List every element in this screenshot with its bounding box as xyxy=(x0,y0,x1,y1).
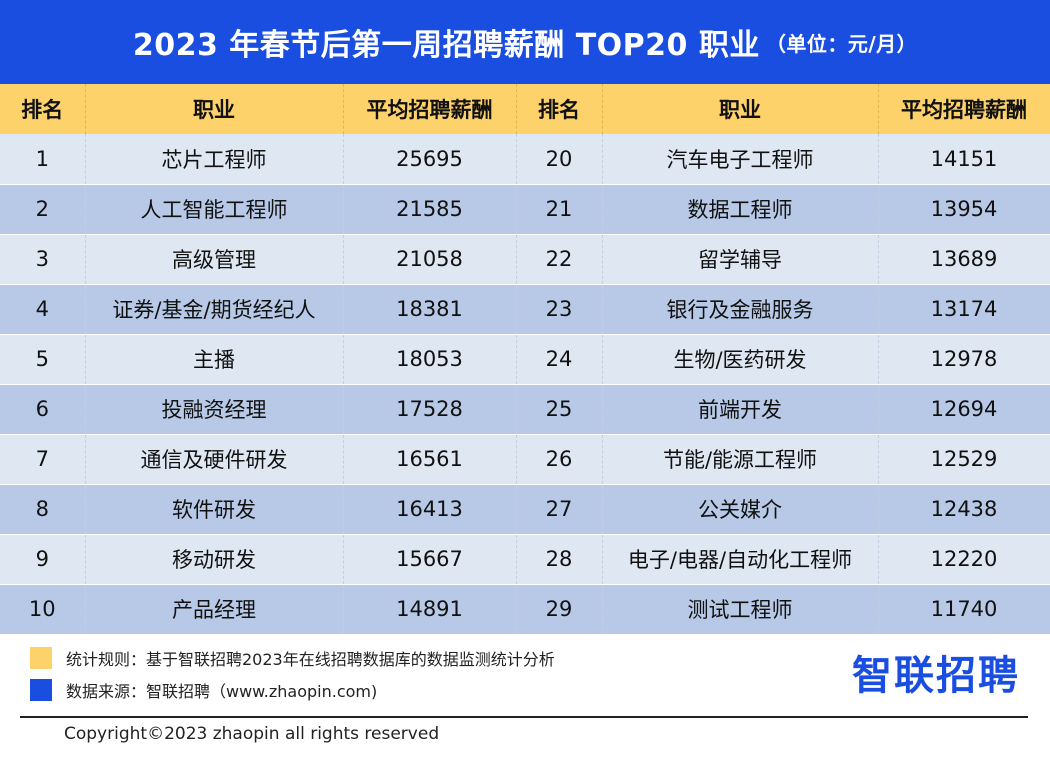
rank-cell: 4 xyxy=(0,284,86,335)
job-cell: 留学辅导 xyxy=(602,234,879,285)
salary-cell: 12694 xyxy=(878,384,1050,435)
salary-cell: 21058 xyxy=(343,234,517,285)
job-cell: 汽车电子工程师 xyxy=(602,134,879,185)
salary-cell: 16561 xyxy=(343,434,517,485)
salary-cell: 11740 xyxy=(878,584,1050,635)
rank-cell: 8 xyxy=(0,484,86,535)
footer-divider xyxy=(20,716,1028,718)
salary-cell: 25695 xyxy=(343,134,517,185)
rank-cell: 26 xyxy=(516,434,603,485)
job-cell: 银行及金融服务 xyxy=(602,284,879,335)
job-cell: 证券/基金/期货经纪人 xyxy=(85,284,344,335)
table-row: 5 主播 18053 24 生物/医药研发 12978 xyxy=(0,334,1050,385)
table-row: 4 证券/基金/期货经纪人 18381 23 银行及金融服务 13174 xyxy=(0,284,1050,335)
salary-cell: 18053 xyxy=(343,334,517,385)
rank-cell: 1 xyxy=(0,134,86,185)
rank-cell: 29 xyxy=(516,584,603,635)
rank-cell: 25 xyxy=(516,384,603,435)
legend-rule-text: 统计规则：基于智联招聘2023年在线招聘数据库的数据监测统计分析 xyxy=(66,650,555,669)
header-salary-left: 平均招聘薪酬 xyxy=(343,84,517,134)
job-cell: 测试工程师 xyxy=(602,584,879,635)
job-cell: 电子/电器/自动化工程师 xyxy=(602,534,879,585)
rank-cell: 10 xyxy=(0,584,86,635)
job-cell: 软件研发 xyxy=(85,484,344,535)
rank-cell: 23 xyxy=(516,284,603,335)
job-cell: 通信及硬件研发 xyxy=(85,434,344,485)
job-cell: 高级管理 xyxy=(85,234,344,285)
table-row: 9 移动研发 15667 28 电子/电器/自动化工程师 12220 xyxy=(0,534,1050,585)
blue-swatch-icon xyxy=(30,679,52,701)
salary-cell: 12529 xyxy=(878,434,1050,485)
job-cell: 人工智能工程师 xyxy=(85,184,344,235)
job-cell: 公关媒介 xyxy=(602,484,879,535)
salary-cell: 17528 xyxy=(343,384,517,435)
header-job-right: 职业 xyxy=(602,84,879,134)
salary-cell: 13689 xyxy=(878,234,1050,285)
job-cell: 产品经理 xyxy=(85,584,344,635)
job-cell: 移动研发 xyxy=(85,534,344,585)
salary-cell: 13954 xyxy=(878,184,1050,235)
rank-cell: 24 xyxy=(516,334,603,385)
rank-cell: 9 xyxy=(0,534,86,585)
brand-name: 智联招聘 xyxy=(852,653,1020,699)
rank-cell: 3 xyxy=(0,234,86,285)
table-header-row: 排名 职业 平均招聘薪酬 排名 职业 平均招聘薪酬 xyxy=(0,84,1050,134)
title-main: 2023 年春节后第一周招聘薪酬 TOP20 职业 xyxy=(132,28,760,63)
rank-cell: 28 xyxy=(516,534,603,585)
title-unit: （单位：元/月） xyxy=(765,31,918,56)
legend-source-text: 数据来源：智联招聘（www.zhaopin.com) xyxy=(66,682,378,701)
salary-cell: 21585 xyxy=(343,184,517,235)
salary-cell: 14891 xyxy=(343,584,517,635)
rank-cell: 7 xyxy=(0,434,86,485)
job-cell: 生物/医药研发 xyxy=(602,334,879,385)
yellow-swatch-icon xyxy=(30,647,52,669)
copyright-text: Copyright©2023 zhaopin all rights reserv… xyxy=(64,724,440,744)
header-rank-right: 排名 xyxy=(516,84,603,134)
table-row: 3 高级管理 21058 22 留学辅导 13689 xyxy=(0,234,1050,285)
table-row: 8 软件研发 16413 27 公关媒介 12438 xyxy=(0,484,1050,535)
zhaopin-logo: 智联招聘 xyxy=(852,646,1020,699)
legend-source: 数据来源：智联招聘（www.zhaopin.com) xyxy=(30,678,377,702)
rank-cell: 22 xyxy=(516,234,603,285)
rank-cell: 20 xyxy=(516,134,603,185)
legend-rule: 统计规则：基于智联招聘2023年在线招聘数据库的数据监测统计分析 xyxy=(30,646,555,670)
table-row: 6 投融资经理 17528 25 前端开发 12694 xyxy=(0,384,1050,435)
table-row: 10 产品经理 14891 29 测试工程师 11740 xyxy=(0,584,1050,635)
salary-cell: 12978 xyxy=(878,334,1050,385)
job-cell: 芯片工程师 xyxy=(85,134,344,185)
header-job-left: 职业 xyxy=(85,84,344,134)
job-cell: 节能/能源工程师 xyxy=(602,434,879,485)
salary-cell: 16413 xyxy=(343,484,517,535)
salary-cell: 13174 xyxy=(878,284,1050,335)
salary-ranking-table: 排名 职业 平均招聘薪酬 排名 职业 平均招聘薪酬 1 芯片工程师 25695 … xyxy=(0,84,1050,635)
header-rank-left: 排名 xyxy=(0,84,86,134)
page-title: 2023 年春节后第一周招聘薪酬 TOP20 职业 （单位：元/月） xyxy=(0,0,1050,84)
table-row: 7 通信及硬件研发 16561 26 节能/能源工程师 12529 xyxy=(0,434,1050,485)
footer-legend: 统计规则：基于智联招聘2023年在线招聘数据库的数据监测统计分析 数据来源：智联… xyxy=(14,634,1036,714)
rank-cell: 27 xyxy=(516,484,603,535)
table-row: 2 人工智能工程师 21585 21 数据工程师 13954 xyxy=(0,184,1050,235)
salary-cell: 12220 xyxy=(878,534,1050,585)
rank-cell: 21 xyxy=(516,184,603,235)
salary-cell: 14151 xyxy=(878,134,1050,185)
job-cell: 前端开发 xyxy=(602,384,879,435)
salary-cell: 12438 xyxy=(878,484,1050,535)
salary-cell: 18381 xyxy=(343,284,517,335)
rank-cell: 6 xyxy=(0,384,86,435)
rank-cell: 5 xyxy=(0,334,86,385)
header-salary-right: 平均招聘薪酬 xyxy=(878,84,1050,134)
rank-cell: 2 xyxy=(0,184,86,235)
job-cell: 投融资经理 xyxy=(85,384,344,435)
salary-cell: 15667 xyxy=(343,534,517,585)
table-row: 1 芯片工程师 25695 20 汽车电子工程师 14151 xyxy=(0,134,1050,185)
job-cell: 数据工程师 xyxy=(602,184,879,235)
job-cell: 主播 xyxy=(85,334,344,385)
